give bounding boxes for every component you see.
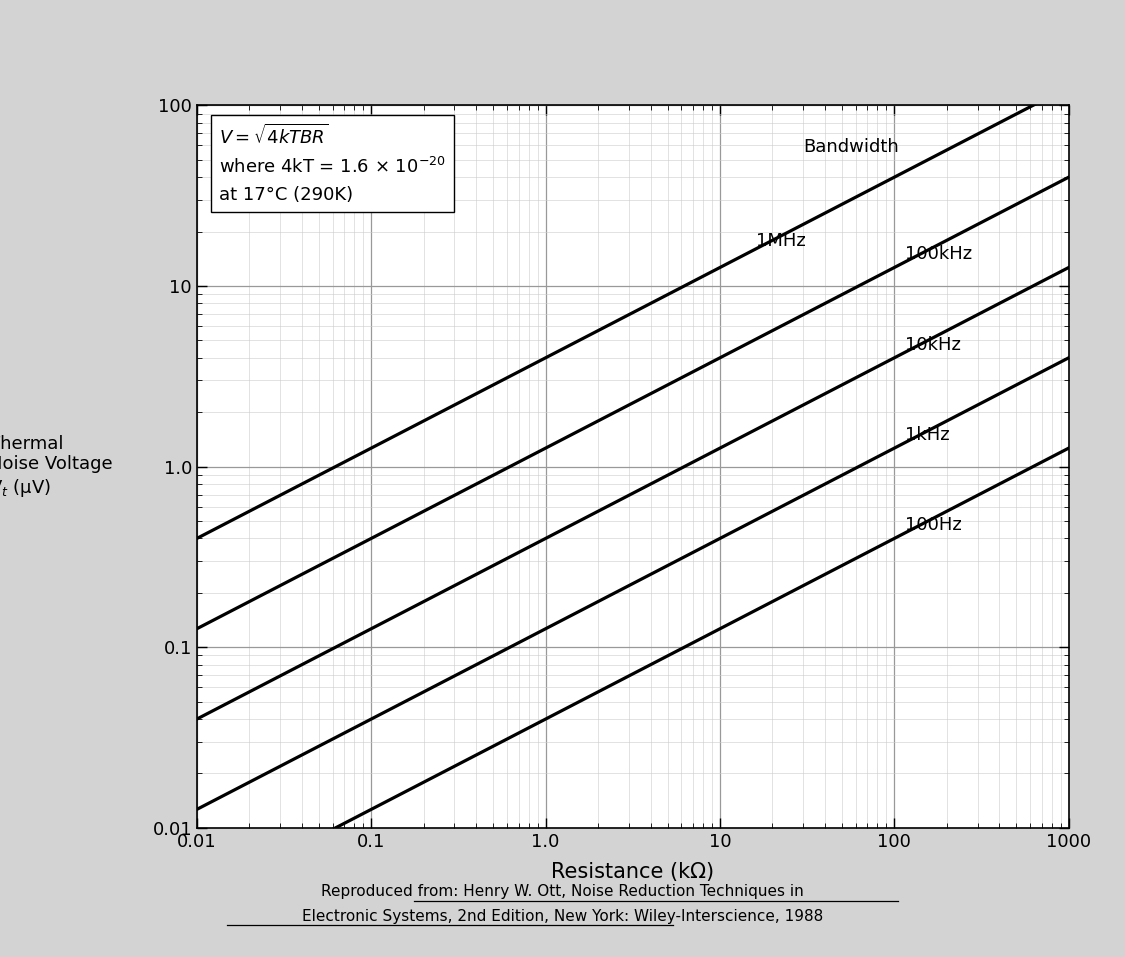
- Text: 1kHz: 1kHz: [904, 426, 949, 444]
- Text: 100Hz: 100Hz: [904, 517, 962, 534]
- Text: 1MHz: 1MHz: [756, 233, 805, 251]
- Text: Electronic Systems, 2nd Edition, New York: Wiley-Interscience, 1988: Electronic Systems, 2nd Edition, New Yor…: [302, 909, 824, 924]
- Text: $V = \sqrt{4kTBR}$
where 4kT = 1.6 $\times$ 10$^{-20}$
at 17°C (290K): $V = \sqrt{4kTBR}$ where 4kT = 1.6 $\tim…: [218, 123, 446, 204]
- Text: Thermal
Noise Voltage
V$_t$ (μV): Thermal Noise Voltage V$_t$ (μV): [0, 434, 112, 499]
- X-axis label: Resistance (kΩ): Resistance (kΩ): [551, 861, 714, 881]
- Text: Bandwidth: Bandwidth: [803, 138, 899, 156]
- Text: Reproduced from: Henry W. Ott, Noise Reduction Techniques in: Reproduced from: Henry W. Ott, Noise Red…: [321, 884, 804, 900]
- Text: 100kHz: 100kHz: [904, 246, 972, 263]
- Text: 10kHz: 10kHz: [904, 336, 961, 354]
